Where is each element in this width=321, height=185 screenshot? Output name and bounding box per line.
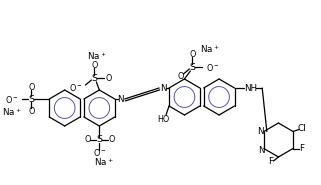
Text: O: O bbox=[28, 83, 35, 92]
Text: O: O bbox=[105, 73, 111, 83]
Text: N: N bbox=[160, 83, 166, 92]
Text: Na$^+$: Na$^+$ bbox=[88, 50, 107, 62]
Text: HO: HO bbox=[157, 115, 169, 124]
Text: N: N bbox=[257, 127, 263, 136]
Text: NH: NH bbox=[244, 83, 257, 92]
Text: Na$^+$: Na$^+$ bbox=[200, 43, 220, 55]
Text: N: N bbox=[258, 146, 264, 155]
Text: S: S bbox=[91, 73, 97, 83]
Text: Na$^+$: Na$^+$ bbox=[94, 156, 114, 168]
Text: S: S bbox=[96, 135, 102, 144]
Text: O: O bbox=[108, 135, 114, 144]
Text: F: F bbox=[268, 157, 273, 166]
Text: Na$^+$: Na$^+$ bbox=[2, 106, 22, 118]
Text: O: O bbox=[84, 135, 91, 144]
Text: O: O bbox=[177, 71, 184, 80]
Text: F: F bbox=[299, 144, 304, 153]
Text: S: S bbox=[29, 95, 34, 103]
Text: O: O bbox=[91, 60, 98, 70]
Text: O$^-$: O$^-$ bbox=[206, 61, 220, 73]
Text: N: N bbox=[117, 95, 124, 103]
Text: S: S bbox=[189, 63, 195, 71]
Text: O: O bbox=[28, 107, 35, 115]
Text: O$^-$: O$^-$ bbox=[92, 147, 106, 159]
Text: O$^-$: O$^-$ bbox=[69, 82, 82, 92]
Text: O: O bbox=[189, 50, 195, 58]
Text: O$^-$: O$^-$ bbox=[5, 93, 19, 105]
Text: Cl: Cl bbox=[298, 124, 306, 133]
